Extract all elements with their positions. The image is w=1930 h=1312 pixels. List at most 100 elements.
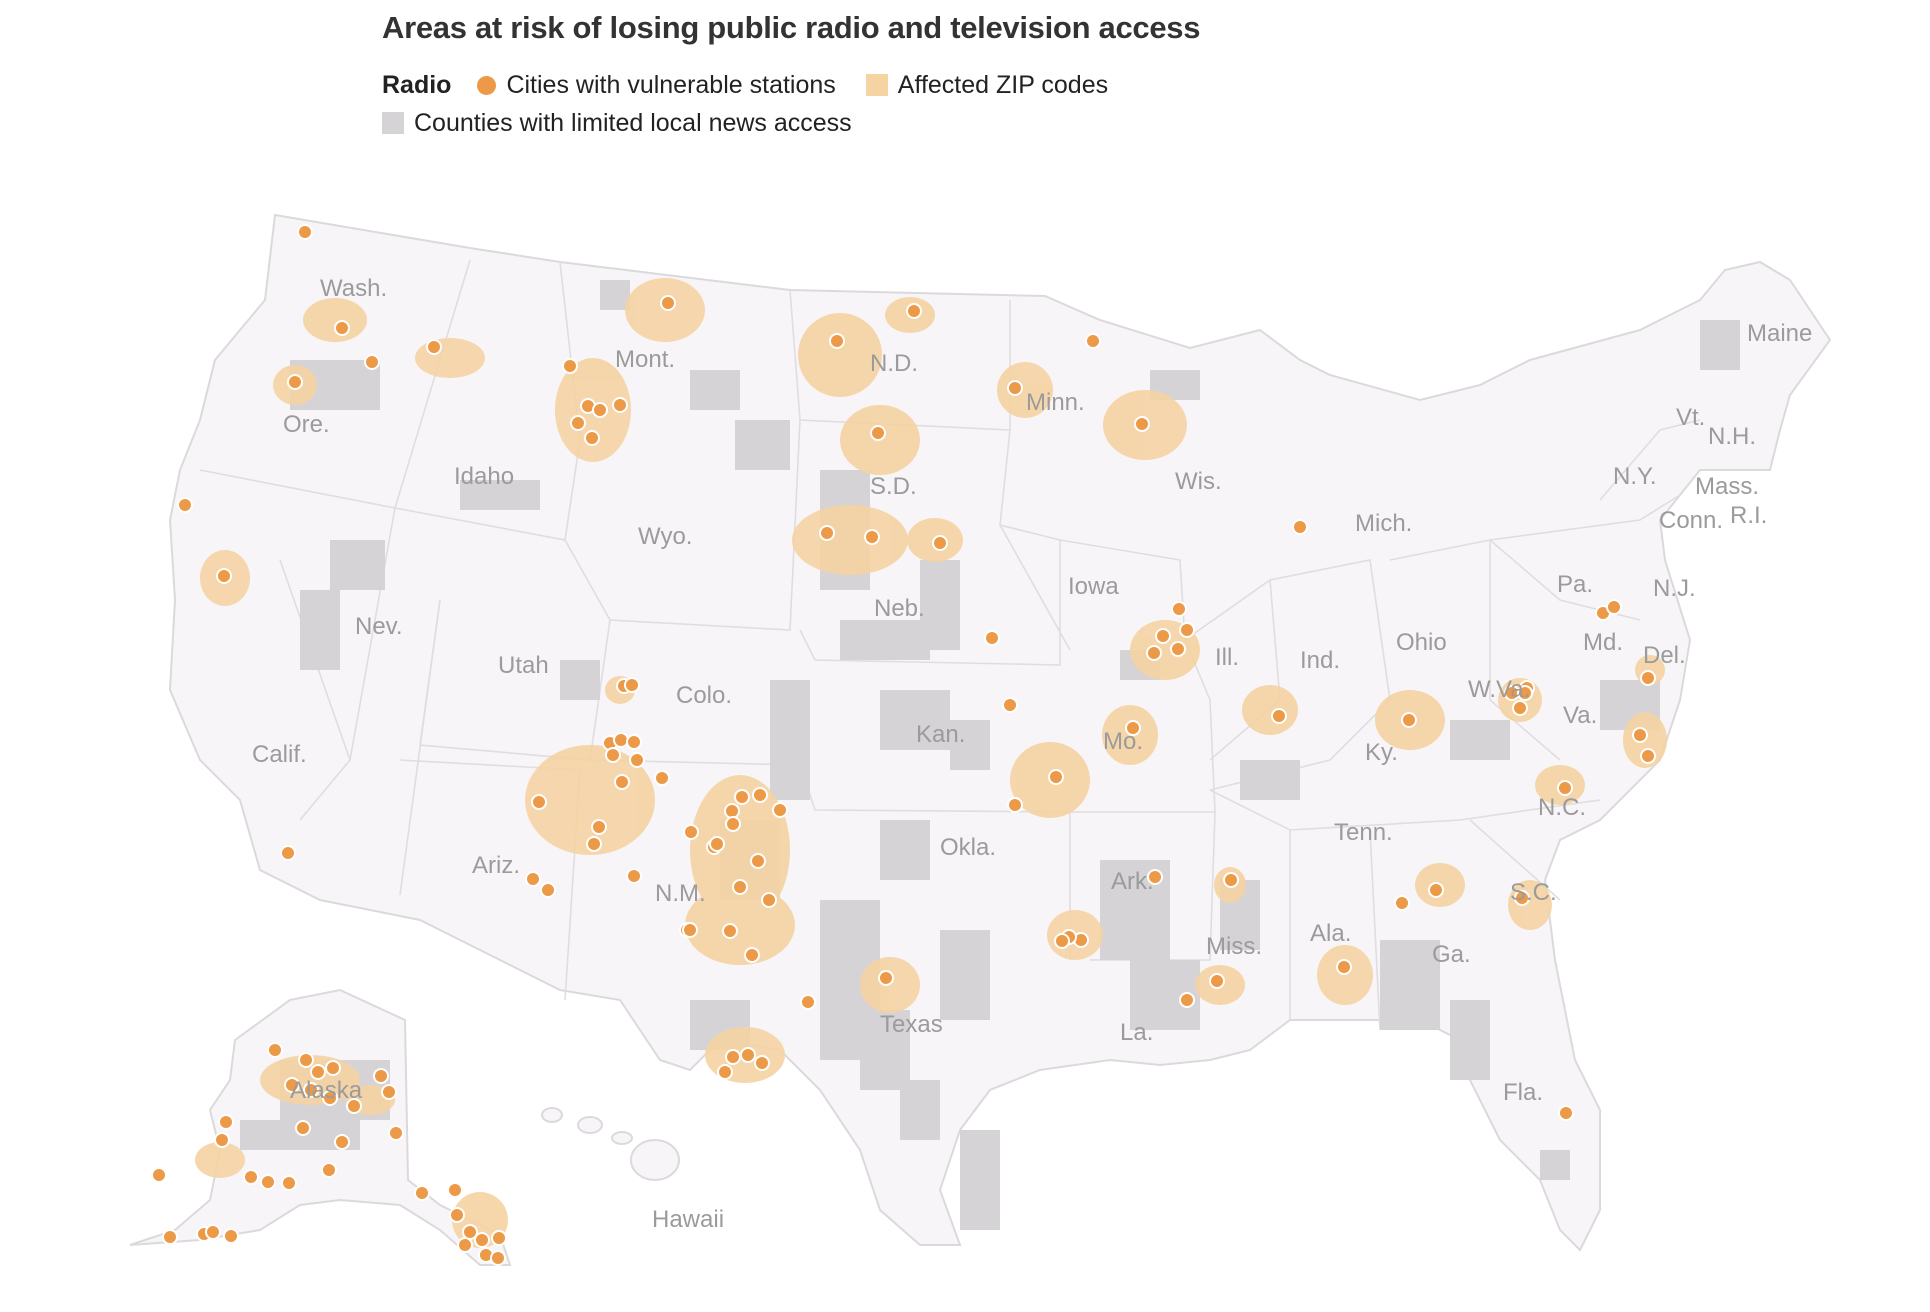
city-dot [426,339,442,355]
city-dot [388,1125,404,1141]
city-dot [490,1250,506,1266]
state-label-ore: Ore. [283,411,330,438]
city-dot [682,922,698,938]
city-dot [1336,959,1352,975]
city-dot [284,1077,300,1093]
state-label-minn: Minn. [1026,389,1085,416]
city-dot [280,845,296,861]
state-label-tenn: Tenn. [1334,819,1393,846]
city-dot [1007,380,1023,396]
city-dot [1640,748,1656,764]
state-label-maine: Maine [1747,320,1812,347]
city-dot [177,497,193,513]
city-dot [612,397,628,413]
state-label-pa: Pa. [1557,571,1593,598]
city-dot [592,402,608,418]
city-dot [1514,890,1530,906]
state-label-ky: Ky. [1365,739,1398,766]
legend-item-cities: Cities with vulnerable stations [477,66,836,104]
city-dot [740,1047,756,1063]
city-dot [1048,769,1064,785]
city-dot [364,354,380,370]
city-dot [1179,622,1195,638]
city-dot [1517,685,1533,701]
city-dot [709,836,725,852]
city-dot [267,1042,283,1058]
city-dot [214,1132,230,1148]
city-dot [626,868,642,884]
state-label-idaho: Idaho [454,463,514,490]
state-label-md: Md. [1583,629,1623,656]
legend-item-zip: Affected ZIP codes [865,66,1108,104]
city-dot [322,1090,338,1106]
city-dot [1512,700,1528,716]
city-dot [1170,641,1186,657]
state-label-ariz: Ariz. [472,852,520,879]
city-dot [381,1084,397,1100]
state-label-kan: Kan. [916,721,965,748]
city-dot [346,1098,362,1114]
city-dot [1134,416,1150,432]
city-dot [984,630,1000,646]
city-dot [725,1049,741,1065]
state-label-okla: Okla. [940,834,996,861]
city-dot [614,774,630,790]
state-label-nh: N.H. [1708,423,1756,450]
state-label-va: Va. [1563,702,1597,729]
city-dot [724,803,740,819]
city-dot [1155,628,1171,644]
state-labels: Wash. Ore. Calif. Idaho Nev. Mont. Wyo. … [252,275,1812,1233]
state-label-fla: Fla. [1503,1079,1543,1106]
city-dot [717,1064,733,1080]
lower48-land [168,213,1832,1252]
city-dot [586,836,602,852]
city-dot [829,333,845,349]
state-label-wva: W.Va. [1468,676,1530,703]
city-dot [1146,645,1162,661]
state-label-sd: S.D. [870,473,917,500]
city-dot [414,1185,430,1201]
legend-item-label: Cities with vulnerable stations [506,71,836,99]
city-dot [1401,712,1417,728]
city-dot [932,535,948,551]
city-dot [1054,933,1070,949]
city-dot [321,1162,337,1178]
city-dot [772,802,788,818]
legend-item-counties: Counties with limited local news access [382,104,852,142]
city-dot [310,1064,326,1080]
state-label-ind: Ind. [1300,647,1340,674]
city-dot [1085,333,1101,349]
city-dot [474,1232,490,1248]
state-label-la: La. [1120,1019,1153,1046]
state-label-vt: Vt. [1676,404,1705,431]
city-dot [562,358,578,374]
legend: Radio Cities with vulnerable stations Af… [382,66,1200,142]
state-label-ri: R.I. [1730,502,1767,529]
city-dot [1394,895,1410,911]
state-label-del: Del. [1643,642,1686,669]
city-dot [260,1174,276,1190]
city-dot [613,732,629,748]
city-dot [1606,599,1622,615]
city-dot [1292,519,1308,535]
city-dot [243,1169,259,1185]
city-dot [1428,882,1444,898]
state-label-ohio: Ohio [1396,629,1447,656]
county-swatch [382,112,404,134]
city-dot [754,1055,770,1071]
state-label-neb: Neb. [874,595,925,622]
city-dot [1632,727,1648,743]
city-dot [605,747,621,763]
city-dot [531,794,547,810]
city-dot [373,1068,389,1084]
hawaii-land [541,1107,680,1181]
city-dot [870,425,886,441]
city-dot [683,824,699,840]
city-dot [1271,708,1287,724]
city-dot [732,879,748,895]
city-dot [660,295,676,311]
state-label-mass: Mass. [1695,473,1759,500]
city-dot [1557,780,1573,796]
city-dot [725,816,741,832]
